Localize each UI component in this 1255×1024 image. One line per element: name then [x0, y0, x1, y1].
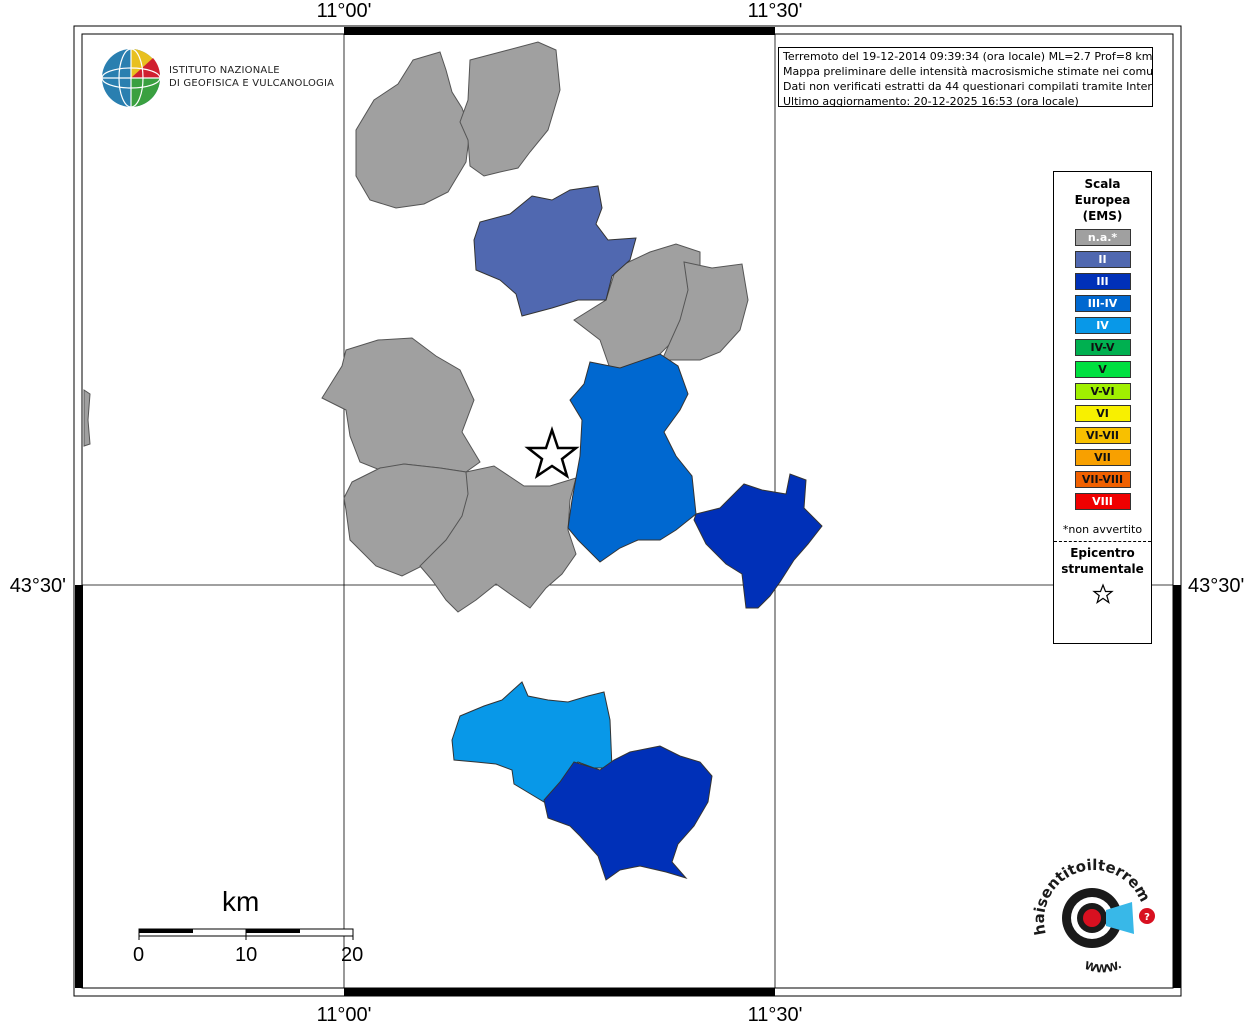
legend-title-line3: (EMS)	[1082, 209, 1123, 223]
municipality-na-5	[321, 337, 481, 473]
lat-label-left: 43°30'	[10, 575, 66, 597]
scale-bar-segment-2	[246, 929, 300, 933]
legend-item-na: n.a.*	[1074, 229, 1131, 246]
legend-item-viii: VIII	[1074, 493, 1131, 510]
scale-label-0: 0	[133, 944, 145, 966]
legend-epicenter-line2: strumentale	[1061, 562, 1144, 576]
hsit-logo: ? haisentitoilterremoto.it WWW.	[1019, 842, 1164, 986]
info-line-updated: Ultimo aggiornamento: 20-12-2025 16:53 (…	[783, 95, 1079, 107]
municipality-na-7	[419, 465, 577, 613]
municipality-na-1	[355, 51, 471, 209]
scale-label-10: 10	[235, 944, 258, 966]
ingv-name: ISTITUTO NAZIONALE DI GEOFISICA E VULCAN…	[169, 64, 334, 90]
legend-item-iii-iv: III-IV	[1074, 295, 1131, 312]
frame-bar-top	[344, 27, 775, 35]
legend-epicenter-label: Epicentro strumentale	[1054, 545, 1151, 577]
municipality-iii-iv	[567, 353, 697, 563]
info-line-description: Mappa preliminare delle intensità macros…	[783, 65, 1153, 78]
legend-item-iv-v: IV-V	[1074, 339, 1131, 356]
legend-item-vii-viii: VII-VIII	[1074, 471, 1131, 488]
ingv-name-line2: DI GEOFISICA E VULCANOLOGIA	[169, 78, 335, 89]
lon-label-top-2: 11°30'	[748, 0, 803, 22]
municipality-iii-east	[693, 473, 823, 609]
legend-star-icon	[1054, 583, 1151, 609]
legend-item-v-vi: V-VI	[1074, 383, 1131, 400]
municipality-na-8	[83, 389, 91, 447]
ingv-name-line1: ISTITUTO NAZIONALE	[169, 65, 280, 76]
frame-bar-left	[75, 585, 83, 988]
frame-bar-bottom	[344, 988, 775, 996]
municipality-na-4	[661, 261, 749, 361]
legend-title: Scala Europea (EMS)	[1054, 176, 1151, 224]
scale-bar-unit: km	[222, 886, 260, 917]
legend-item-ii: II	[1074, 251, 1131, 268]
legend-item-vi-vii: VI-VII	[1074, 427, 1131, 444]
ingv-logo: ISTITUTO NAZIONALE DI GEOFISICA E VULCAN…	[101, 48, 334, 110]
legend-item-vi: VI	[1074, 405, 1131, 422]
hsit-logo-www: WWW.	[1083, 958, 1124, 975]
legend-item-vii: VII	[1074, 449, 1131, 466]
municipality-na-2	[459, 41, 561, 177]
info-line-event: Terremoto del 19-12-2014 09:39:34 (ora l…	[783, 50, 1153, 63]
legend-item-v: V	[1074, 361, 1131, 378]
legend-items: n.a.* II III III-IV IV IV-V V V-VI VI VI…	[1054, 229, 1151, 510]
lon-label-bottom-2: 11°30'	[748, 1004, 803, 1024]
legend-divider	[1054, 541, 1151, 542]
intensity-legend: Scala Europea (EMS) n.a.* II III III-IV …	[1053, 171, 1152, 644]
legend-title-line2: Europea	[1074, 193, 1131, 207]
svg-text:?: ?	[1144, 912, 1150, 923]
lon-label-top-1: 11°00'	[317, 0, 372, 22]
hsit-logo-icon: ? haisentitoilterremoto.it WWW.	[1019, 842, 1155, 975]
epicenter-star-icon	[524, 426, 580, 479]
municipalities-na	[83, 41, 749, 613]
legend-title-line1: Scala	[1084, 177, 1121, 191]
scale-label-20: 20	[341, 944, 364, 966]
legend-note: *non avvertito	[1062, 523, 1143, 536]
info-line-source: Dati non verificati estratti da 44 quest…	[783, 80, 1153, 93]
legend-item-iv: IV	[1074, 317, 1131, 334]
legend-epicenter-line1: Epicentro	[1070, 546, 1135, 560]
lon-label-bottom-1: 11°00'	[317, 1004, 372, 1024]
ingv-globe-icon	[101, 48, 161, 108]
frame-bar-right	[1173, 585, 1181, 988]
municipality-iii-south	[543, 745, 713, 881]
earthquake-info-box: Terremoto del 19-12-2014 09:39:34 (ora l…	[778, 47, 1153, 107]
municipality-ii	[473, 185, 637, 317]
legend-item-iii: III	[1074, 273, 1131, 290]
scale-bar-segment-1	[139, 929, 193, 933]
lat-label-right: 43°30'	[1188, 575, 1244, 597]
